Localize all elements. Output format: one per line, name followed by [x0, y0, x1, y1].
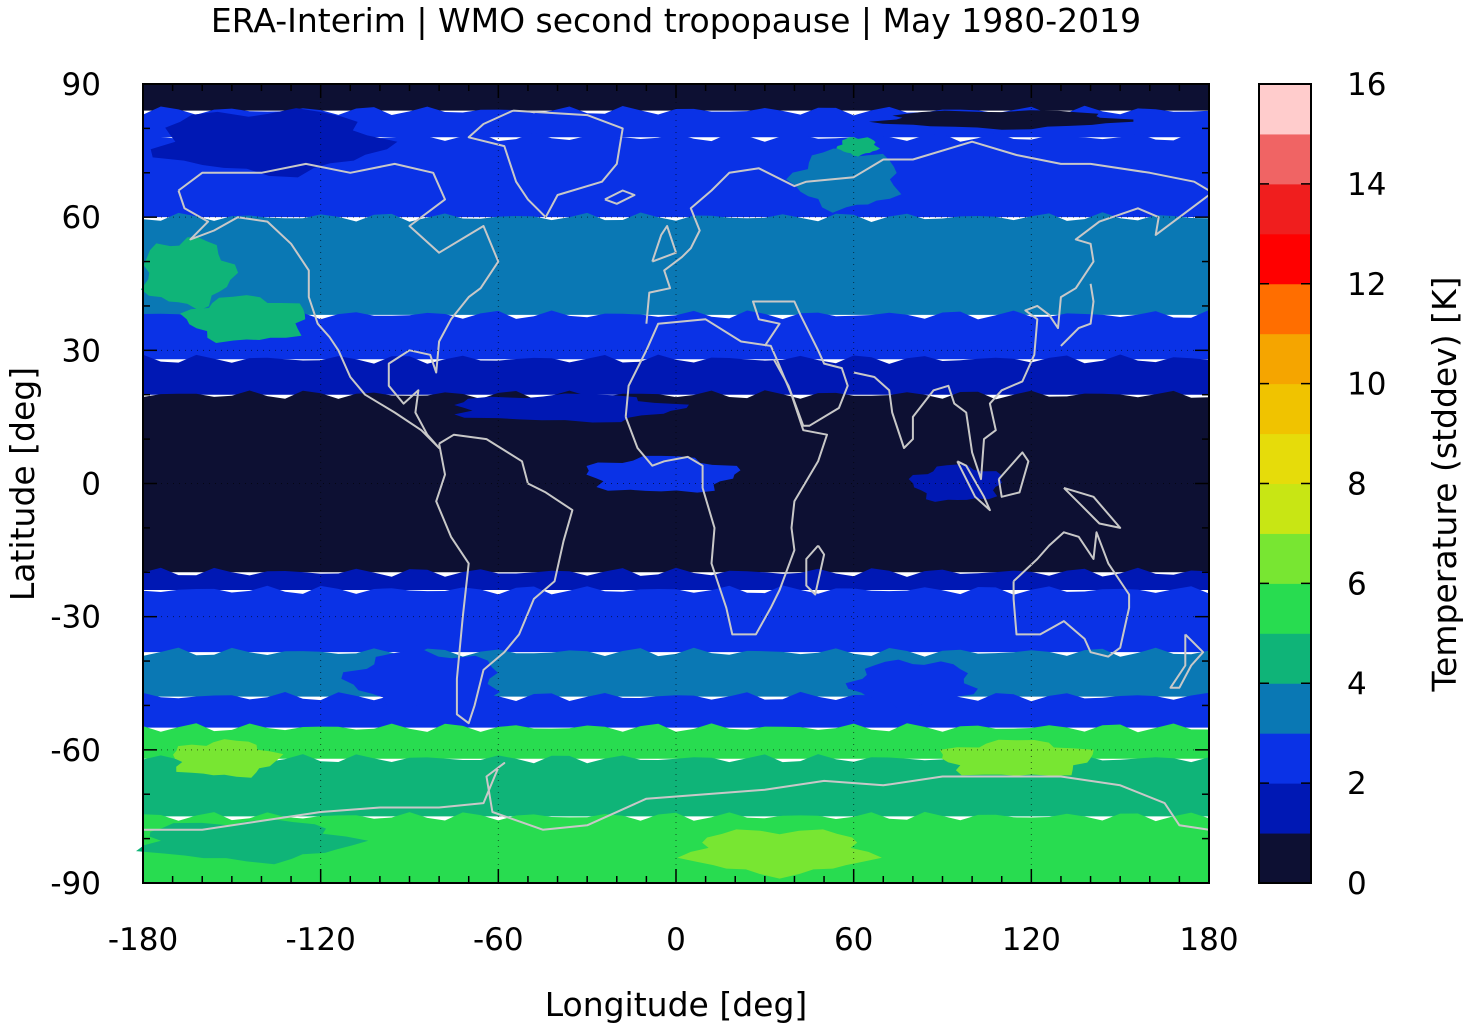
colorbar-tick-label: 10	[1347, 367, 1386, 403]
coastline	[752, 300, 849, 427]
heatmap-patch	[845, 659, 978, 709]
colorbar-label: Temperature (stddev) [K]	[1425, 276, 1464, 692]
heatmap-band	[143, 567, 1209, 591]
colorbar-swatch	[1259, 383, 1311, 435]
coastline	[177, 162, 500, 449]
y-tick-label: 30	[62, 333, 101, 369]
heatmap-patch	[836, 137, 880, 157]
heatmap-patch	[173, 739, 284, 778]
heatmap-band	[143, 354, 1209, 395]
heatmap-patch	[786, 148, 902, 213]
heatmap-patch	[341, 650, 501, 709]
y-tick-label: -90	[50, 866, 101, 902]
colorbar-tick-label: 12	[1347, 267, 1386, 303]
y-axis-label: Latitude [deg]	[3, 367, 42, 601]
colorbar-swatch	[1259, 283, 1311, 335]
y-tick-labels: 90 60 30 0 -30 -60 -90	[50, 67, 101, 902]
coastline	[143, 762, 1210, 831]
heatmap-patch	[141, 237, 239, 311]
colorbar-tick-label: 16	[1347, 67, 1386, 103]
x-tick-label: -180	[108, 922, 178, 958]
x-tick-label: -60	[473, 922, 524, 958]
coastline	[645, 140, 1210, 324]
coastline	[435, 433, 574, 725]
coastline	[604, 189, 636, 205]
heatmap-patch	[939, 739, 1094, 776]
x-tick-label: 180	[1179, 922, 1238, 958]
grid-lines	[143, 84, 1209, 883]
x-tick-label: -120	[285, 922, 355, 958]
heatmap-layer	[136, 84, 1209, 883]
y-tick-label: 0	[81, 467, 101, 503]
colorbar	[1258, 83, 1312, 884]
coastline	[956, 460, 991, 512]
colorbar-tick-label: 6	[1347, 566, 1367, 602]
heatmap-band	[143, 754, 1209, 817]
colorbar-tick-labels: 0 2 4 6 8 10 12 14 16	[1347, 67, 1386, 902]
y-tick-label: 60	[62, 200, 101, 236]
heatmap-patch	[869, 110, 1134, 130]
colorbar-swatch	[1259, 84, 1311, 135]
colorbar-swatch	[1259, 583, 1311, 634]
coastline	[853, 194, 1210, 481]
colorbar-swatch	[1259, 683, 1311, 734]
colorbar-swatch	[1259, 633, 1311, 684]
x-tick-labels: -180 -120 -60 0 60 120 180	[108, 922, 1239, 958]
colorbar-swatch	[1259, 733, 1311, 784]
colorbar-tick-label: 0	[1347, 866, 1367, 902]
coastline	[1169, 633, 1205, 689]
heatmap-patch	[677, 829, 882, 879]
heatmap-band	[143, 310, 1209, 360]
colorbar-swatch	[1259, 333, 1311, 385]
y-tick-label: -60	[50, 733, 101, 769]
coastlines-layer	[143, 109, 1210, 831]
x-axis-label: Longitude [deg]	[545, 985, 808, 1024]
y-tick-label: -30	[50, 600, 101, 636]
colorbar-swatch	[1259, 233, 1311, 285]
colorbar-tick-label: 14	[1347, 167, 1386, 203]
coastline	[1012, 531, 1131, 658]
colorbar-swatch	[1259, 183, 1311, 235]
colorbar-tick-label: 2	[1347, 766, 1367, 802]
coastline	[1063, 486, 1122, 529]
heatmap-patch	[150, 108, 398, 178]
colorbar-tick-label: 4	[1347, 666, 1367, 702]
colorbar-swatch	[1259, 133, 1311, 185]
x-tick-label: 60	[834, 922, 873, 958]
heatmap-band	[143, 691, 1209, 728]
coastline	[997, 451, 1030, 498]
coastline	[624, 318, 828, 636]
heatmap-patch	[454, 393, 689, 423]
coastline	[651, 225, 677, 263]
colorbar-swatch	[1259, 833, 1311, 884]
heatmap-band	[143, 811, 1209, 883]
coastline	[1060, 283, 1095, 347]
colorbar-swatch	[1259, 433, 1311, 484]
colorbar-swatch	[1259, 533, 1311, 584]
y-tick-label: 90	[62, 67, 101, 103]
heatmap-band	[143, 212, 1209, 315]
chart-title: ERA-Interim | WMO second tropopause | Ma…	[211, 1, 1141, 40]
colorbar-swatch	[1259, 483, 1311, 534]
heatmap-patch	[180, 295, 306, 343]
plot-frame	[142, 83, 1210, 884]
x-tick-label: 0	[666, 922, 686, 958]
colorbar-tick-label: 8	[1347, 467, 1367, 503]
x-tick-label: 120	[1002, 922, 1061, 958]
coastline	[805, 544, 826, 596]
colorbar-swatch	[1259, 783, 1311, 834]
